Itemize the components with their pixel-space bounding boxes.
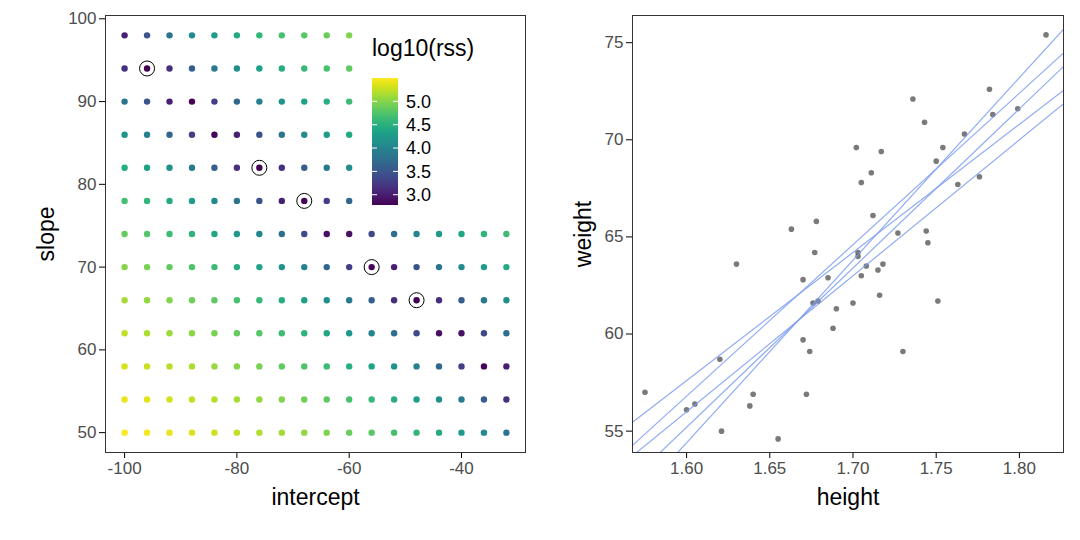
svg-text:70: 70 <box>78 258 97 277</box>
svg-text:1.60: 1.60 <box>670 459 703 478</box>
svg-text:100: 100 <box>68 9 96 28</box>
svg-text:55: 55 <box>605 422 624 441</box>
svg-text:60: 60 <box>78 340 97 359</box>
svg-text:80: 80 <box>78 175 97 194</box>
svg-text:65: 65 <box>605 227 624 246</box>
svg-text:slope: slope <box>33 207 59 262</box>
svg-text:1.80: 1.80 <box>1003 459 1036 478</box>
svg-text:3.0: 3.0 <box>406 185 431 205</box>
svg-text:75: 75 <box>605 33 624 52</box>
svg-text:intercept: intercept <box>271 484 360 510</box>
svg-text:4.5: 4.5 <box>406 115 431 135</box>
svg-text:1.70: 1.70 <box>836 459 869 478</box>
svg-text:60: 60 <box>605 324 624 343</box>
svg-text:weight: weight <box>570 200 596 268</box>
svg-text:50: 50 <box>78 423 97 442</box>
svg-text:70: 70 <box>605 130 624 149</box>
svg-text:height: height <box>817 484 880 510</box>
svg-text:-100: -100 <box>108 459 142 478</box>
svg-text:5.0: 5.0 <box>406 92 431 112</box>
svg-text:-80: -80 <box>225 459 250 478</box>
svg-text:4.0: 4.0 <box>406 138 431 158</box>
svg-text:-60: -60 <box>337 459 362 478</box>
svg-text:1.65: 1.65 <box>753 459 786 478</box>
svg-text:3.5: 3.5 <box>406 162 431 182</box>
svg-text:90: 90 <box>78 92 97 111</box>
svg-text:1.75: 1.75 <box>920 459 953 478</box>
svg-text:-40: -40 <box>449 459 474 478</box>
svg-text:log10(rss): log10(rss) <box>372 35 474 61</box>
